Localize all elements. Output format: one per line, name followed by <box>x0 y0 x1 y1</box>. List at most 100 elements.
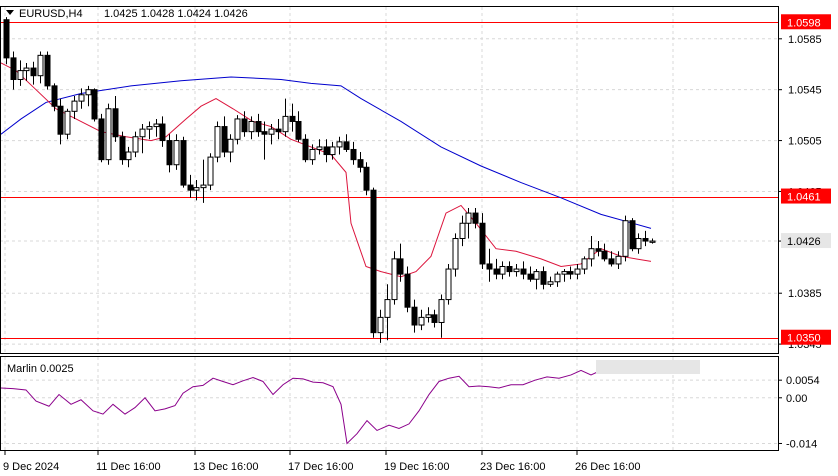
candle-body <box>268 128 275 135</box>
time-tick-label-2: 13 Dec 16:00 <box>193 461 258 473</box>
indicator-label: Marlin 0.0025 <box>7 363 74 375</box>
candle-body <box>588 248 595 260</box>
candle-body <box>418 316 425 326</box>
candle-3 <box>23 62 30 81</box>
candle-body <box>17 70 24 81</box>
candle-53 <box>363 162 370 196</box>
candle-body <box>105 108 112 161</box>
candle-body <box>227 138 234 153</box>
candle-body <box>649 240 656 243</box>
price-tick-label-2: 1.0505 <box>788 136 822 148</box>
level-badge-0: 1.0598 <box>781 14 831 30</box>
candle-body <box>513 268 520 273</box>
candle-43 <box>295 111 302 142</box>
candle-8 <box>57 98 64 145</box>
candle-body <box>146 126 153 130</box>
candle-30 <box>207 153 214 191</box>
candle-5 <box>37 51 44 84</box>
level-badge-1: 1.0461 <box>781 188 831 204</box>
candle-body <box>153 123 160 128</box>
candle-37 <box>255 113 262 137</box>
candle-81 <box>554 271 561 287</box>
candle-61 <box>418 309 425 331</box>
candle-54 <box>370 187 377 338</box>
candle-89 <box>608 251 615 267</box>
candle-67 <box>459 215 466 247</box>
candle-63 <box>431 309 438 328</box>
candle-body <box>91 89 98 120</box>
candle-46 <box>316 139 323 155</box>
candle-body <box>431 314 438 323</box>
candle-body <box>567 271 574 275</box>
candle-93 <box>635 233 642 254</box>
candle-body <box>533 271 540 280</box>
indicator-axis: 0.0054 0.00 -0.014 <box>778 375 820 450</box>
level-badge-1-bg <box>781 188 831 204</box>
candle-body <box>187 184 194 191</box>
candle-38 <box>261 121 268 160</box>
candle-body <box>10 57 17 81</box>
candle-body <box>173 140 180 166</box>
candle-18 <box>125 146 132 168</box>
main-pane[interactable] <box>0 6 779 354</box>
indicator-pane[interactable] <box>0 356 779 451</box>
candle-body <box>336 141 343 148</box>
candle-6 <box>44 51 51 90</box>
time-tick-label-4: 19 Dec 16:00 <box>384 461 449 473</box>
candle-body <box>459 222 466 240</box>
candle-83 <box>567 266 574 280</box>
candle-20 <box>139 124 146 154</box>
candle-body <box>261 131 268 135</box>
symbol-label: EURUSD,H4 <box>19 8 83 20</box>
candle-56 <box>384 284 391 341</box>
candle-65 <box>445 263 452 305</box>
candle-58 <box>397 243 404 282</box>
candle-body <box>3 19 10 59</box>
candle-body <box>574 268 581 275</box>
time-axis[interactable]: 9 Dec 2024 11 Dec 16:00 13 Dec 16:00 17 Dec… <box>3 450 640 473</box>
candle-body <box>629 220 636 250</box>
price-tick-label-0: 1.0585 <box>788 34 822 46</box>
price-axis[interactable]: 1.05851.05451.05051.04651.04261.03851.03… <box>778 14 831 351</box>
main-pane-border <box>0 6 779 354</box>
candle-body <box>357 159 364 168</box>
candle-26 <box>180 136 187 188</box>
candle-body <box>363 166 370 191</box>
candle-body <box>445 268 452 301</box>
candle-36 <box>248 116 255 140</box>
candle-60 <box>411 299 418 333</box>
candle-body <box>119 136 126 161</box>
dropdown-triangle-icon[interactable] <box>6 10 14 15</box>
candle-55 <box>377 309 384 343</box>
candle-body <box>64 110 71 135</box>
candle-50 <box>343 134 350 153</box>
candle-44 <box>302 134 309 163</box>
ind-tick-label-0: 0.0054 <box>786 375 820 387</box>
candle-body <box>180 140 187 186</box>
header: EURUSD,H4 1.0425 1.0428 1.0424 1.0426 <box>6 8 248 20</box>
candle-body <box>302 138 309 161</box>
candle-74 <box>506 261 513 277</box>
candle-body <box>125 151 132 161</box>
candle-body <box>51 85 58 107</box>
candle-body <box>595 248 602 252</box>
candle-body <box>465 212 472 224</box>
candle-body <box>581 258 588 270</box>
time-tick-label-5: 23 Dec 16:00 <box>480 461 545 473</box>
candle-0 <box>3 17 10 65</box>
candle-72 <box>493 258 500 280</box>
time-tick-label-1: 11 Dec 16:00 <box>96 461 161 473</box>
candle-body <box>642 238 649 242</box>
candle-62 <box>425 307 432 323</box>
ma-slow-line <box>0 76 652 229</box>
candle-94 <box>642 230 649 247</box>
candle-66 <box>452 233 459 277</box>
candle-body <box>622 220 629 257</box>
candle-body <box>323 146 330 156</box>
candle-body <box>520 268 527 275</box>
candle-80 <box>547 276 554 287</box>
current-price-badge-text: 1.0426 <box>787 236 821 248</box>
level-badge-2: 1.0350 <box>781 329 831 345</box>
candle-body <box>472 212 479 224</box>
candle-body <box>139 128 146 138</box>
